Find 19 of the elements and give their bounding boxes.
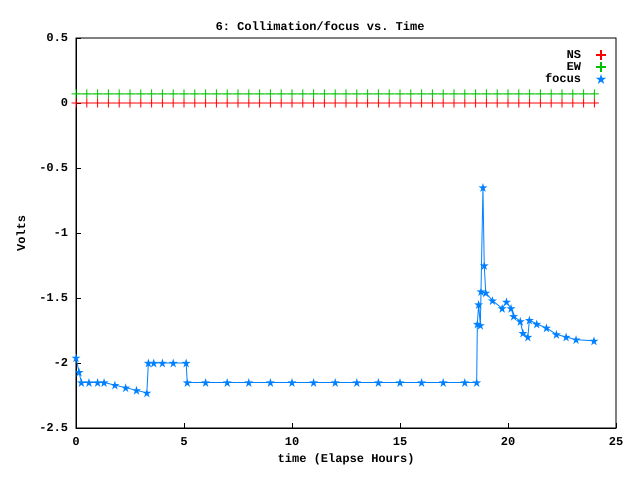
- y-tick-label: -0.5: [39, 161, 68, 175]
- x-tick-label: 5: [180, 435, 188, 449]
- legend-label: NS: [566, 48, 581, 62]
- y-tick-label: -1.5: [39, 291, 68, 305]
- y-tick-label: 0: [60, 96, 68, 110]
- y-tick-label: -2: [54, 356, 68, 370]
- x-tick-label: 20: [500, 435, 516, 449]
- x-tick-label: 10: [284, 435, 300, 449]
- legend-label: focus: [544, 72, 581, 86]
- y-tick-label: -2.5: [39, 421, 68, 435]
- x-tick-label: 0: [72, 435, 80, 449]
- legend-label: EW: [566, 60, 582, 74]
- x-tick-label: 25: [608, 435, 624, 449]
- y-tick-label: -1: [54, 226, 68, 240]
- x-tick-label: 15: [392, 435, 408, 449]
- x-axis-title: time (Elapse Hours): [278, 452, 414, 466]
- y-tick-label: 0.5: [46, 31, 68, 45]
- chart-title: 6: Collimation/focus vs. Time: [216, 20, 424, 34]
- y-axis-title: Volts: [15, 214, 29, 252]
